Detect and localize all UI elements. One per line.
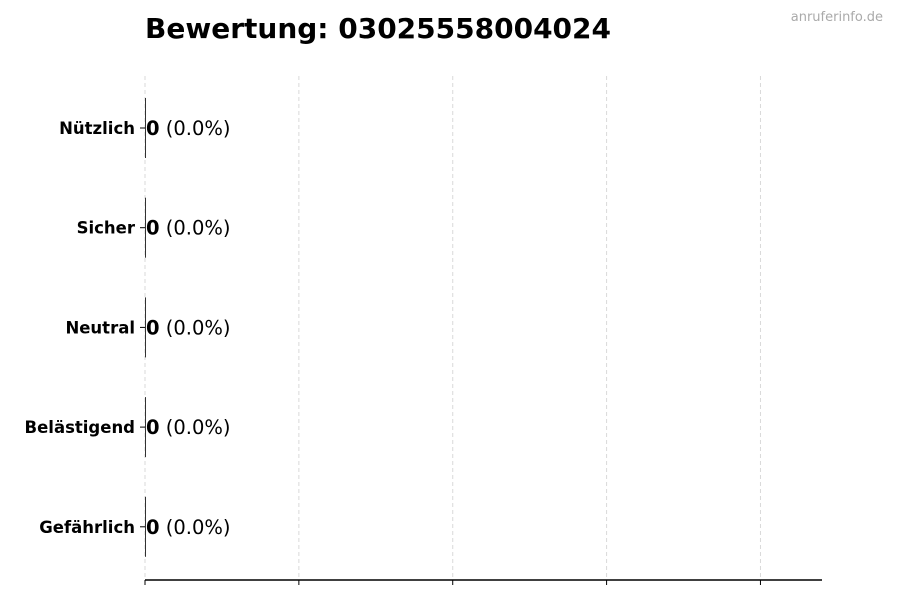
chart-title: Bewertung: 03025558004024 <box>145 12 611 45</box>
value-label: 0 <box>146 316 160 339</box>
data-label: 0 (0.0%) <box>146 316 231 339</box>
y-tick-label: Sicher <box>77 219 136 238</box>
data-label: 0 (0.0%) <box>146 217 231 240</box>
percent-label: (0.0%) <box>160 516 231 539</box>
data-label: 0 (0.0%) <box>146 516 231 539</box>
bar <box>145 397 146 458</box>
y-tick-label: Belästigend <box>25 418 135 437</box>
value-label: 0 <box>146 416 160 439</box>
bar <box>145 98 146 158</box>
bar <box>145 496 146 557</box>
percent-label: (0.0%) <box>160 217 231 240</box>
percent-label: (0.0%) <box>160 416 231 439</box>
bar <box>145 197 146 258</box>
value-label: 0 <box>146 217 160 240</box>
data-label: 0 (0.0%) <box>146 117 231 140</box>
bar <box>145 297 146 358</box>
value-label: 0 <box>146 516 160 539</box>
y-tick-label: Gefährlich <box>39 518 135 537</box>
watermark: anruferinfo.de <box>790 10 883 25</box>
percent-label: (0.0%) <box>160 316 231 339</box>
y-tick-label: Neutral <box>65 318 135 337</box>
value-label: 0 <box>146 117 160 140</box>
y-tick-label: Nützlich <box>59 119 135 138</box>
percent-label: (0.0%) <box>160 117 231 140</box>
data-label: 0 (0.0%) <box>146 416 231 439</box>
